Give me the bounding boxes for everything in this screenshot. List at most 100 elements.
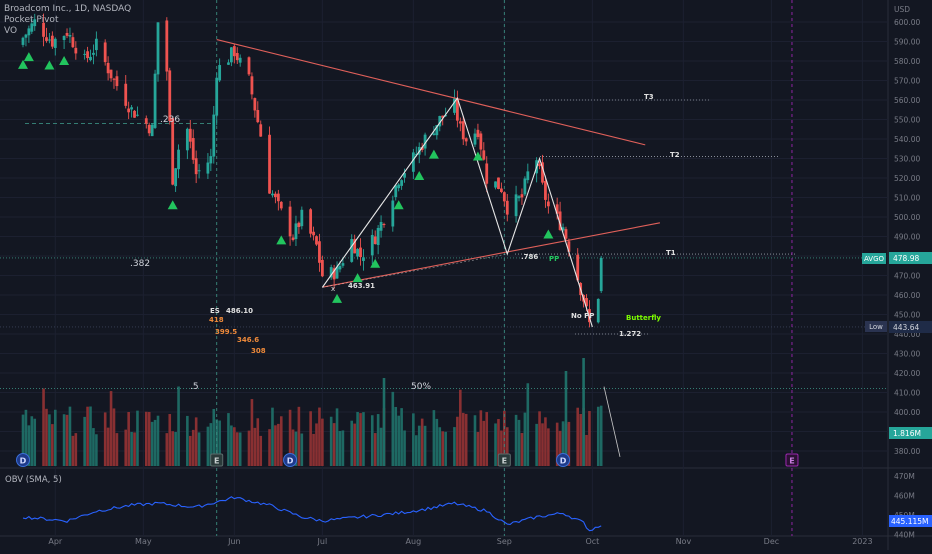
dividend-marker[interactable]: D — [556, 453, 571, 467]
candle[interactable] — [497, 177, 500, 190]
candle[interactable] — [33, 13, 37, 31]
candle[interactable] — [479, 131, 483, 157]
trendline-upper[interactable] — [216, 39, 646, 146]
candle[interactable] — [335, 261, 339, 280]
candle[interactable] — [171, 117, 175, 186]
candle[interactable] — [212, 105, 216, 164]
candle[interactable] — [24, 33, 28, 47]
candle[interactable] — [397, 183, 401, 192]
candle[interactable] — [379, 215, 383, 238]
candle[interactable] — [517, 194, 521, 202]
candle[interactable] — [144, 115, 148, 129]
candle[interactable] — [502, 191, 506, 207]
candle[interactable] — [599, 256, 603, 294]
candle[interactable] — [544, 175, 547, 208]
candle[interactable] — [546, 193, 550, 214]
candle[interactable] — [505, 193, 509, 222]
candle[interactable] — [253, 97, 257, 118]
obv-title[interactable]: OBV (SMA, 5) — [5, 475, 62, 485]
candle[interactable] — [112, 77, 116, 89]
candle[interactable] — [268, 126, 271, 194]
dividend-marker[interactable]: D — [283, 453, 298, 467]
candle[interactable] — [215, 73, 219, 126]
candle[interactable] — [411, 148, 415, 179]
candle[interactable] — [391, 195, 395, 232]
candle[interactable] — [130, 105, 133, 118]
candle[interactable] — [92, 44, 95, 65]
candle[interactable] — [238, 54, 242, 67]
indicator-volume[interactable]: VO — [4, 26, 18, 36]
candle[interactable] — [318, 233, 321, 272]
candle[interactable] — [168, 67, 172, 125]
candle[interactable] — [165, 17, 169, 81]
candle[interactable] — [30, 18, 34, 34]
candle[interactable] — [136, 106, 139, 117]
candle[interactable] — [279, 201, 283, 211]
candle[interactable] — [291, 234, 295, 242]
candle[interactable] — [86, 46, 89, 63]
obv-line[interactable] — [22, 496, 602, 532]
candle[interactable] — [21, 36, 25, 48]
candle[interactable] — [153, 69, 157, 130]
candle[interactable] — [309, 208, 313, 238]
candle[interactable] — [209, 148, 213, 172]
candle[interactable] — [455, 90, 459, 128]
candle[interactable] — [191, 129, 195, 164]
candle[interactable] — [106, 56, 110, 81]
candle[interactable] — [485, 156, 489, 193]
candle[interactable] — [359, 238, 362, 266]
low-badge[interactable]: Low 443.64 — [865, 321, 932, 333]
candle[interactable] — [400, 179, 404, 190]
candle[interactable] — [133, 110, 136, 118]
candle[interactable] — [50, 31, 54, 49]
candle[interactable] — [494, 181, 497, 190]
candle[interactable] — [74, 41, 78, 60]
candle[interactable] — [68, 27, 72, 43]
candle[interactable] — [315, 235, 318, 246]
candle[interactable] — [235, 47, 239, 64]
trendline-lower[interactable] — [322, 222, 660, 288]
candle[interactable] — [500, 182, 503, 194]
candle[interactable] — [376, 225, 380, 255]
candle[interactable] — [564, 226, 568, 241]
candle[interactable] — [53, 37, 57, 56]
candle[interactable] — [541, 154, 544, 185]
candle[interactable] — [109, 69, 113, 82]
earnings-marker[interactable]: E — [497, 453, 511, 467]
candle[interactable] — [194, 150, 198, 184]
candle[interactable] — [250, 72, 254, 100]
earnings-marker[interactable]: E — [785, 453, 799, 467]
candle[interactable] — [329, 264, 333, 280]
candle[interactable] — [403, 168, 406, 183]
candle[interactable] — [27, 25, 31, 43]
candle[interactable] — [218, 58, 222, 83]
candle[interactable] — [274, 191, 277, 204]
candle[interactable] — [464, 137, 468, 146]
candle[interactable] — [362, 249, 365, 271]
candle[interactable] — [271, 190, 274, 198]
candle[interactable] — [256, 101, 260, 124]
candle[interactable] — [382, 222, 386, 228]
candle[interactable] — [473, 128, 477, 147]
dividend-marker[interactable]: D — [16, 453, 30, 467]
candle[interactable] — [576, 248, 580, 283]
candle[interactable] — [229, 46, 233, 67]
candle[interactable] — [206, 153, 210, 179]
volume-badge[interactable]: 1.816M — [889, 427, 932, 439]
candle[interactable] — [247, 56, 251, 76]
candle[interactable] — [156, 22, 160, 82]
candle[interactable] — [124, 75, 128, 109]
candle[interactable] — [558, 201, 562, 232]
indicator-pocket-pivot[interactable]: Pocket Pivot — [4, 15, 59, 25]
price-axis[interactable]: USD 600.00 590.00 580.00 570.00 560.00 550.00 5… — [894, 5, 920, 456]
candle[interactable] — [538, 161, 541, 170]
candle[interactable] — [476, 123, 480, 140]
candle[interactable] — [232, 43, 236, 64]
candle[interactable] — [45, 27, 48, 43]
candle[interactable] — [227, 59, 230, 66]
candle[interactable] — [300, 206, 304, 230]
candle[interactable] — [185, 127, 189, 160]
candle[interactable] — [561, 223, 565, 232]
